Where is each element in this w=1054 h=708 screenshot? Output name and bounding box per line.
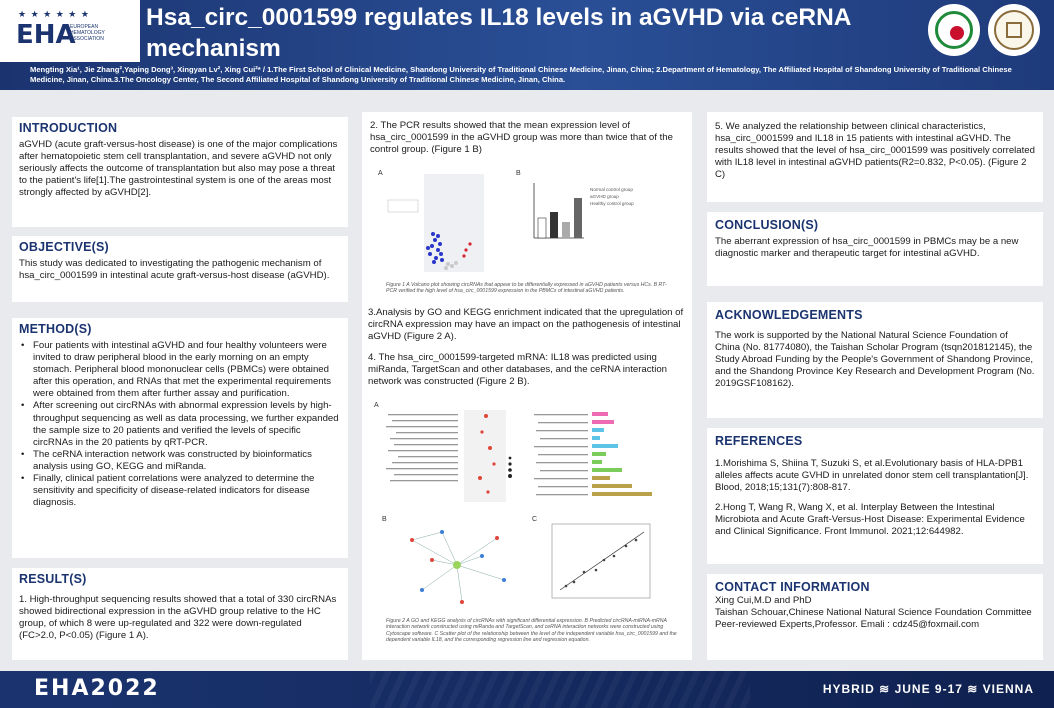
bar-legend-item: aGVHD group	[590, 194, 619, 199]
acknowledgements-section: ACKNOWLEDGEMENTS The work is supported b…	[707, 302, 1043, 418]
method-heading: METHOD(S)	[19, 322, 92, 336]
volcano-plot	[387, 174, 484, 272]
figure-2-caption: Figure 2 A GO and KEGG analysis of circR…	[386, 618, 677, 644]
authors-affiliations: Mengting Xia¹, Jie Zhang²,Yaping Dong³, …	[30, 65, 1012, 84]
method-item: After screening out circRNAs with abnorm…	[19, 400, 341, 448]
acknowledgements-text: The work is supported by the National Na…	[715, 330, 1035, 390]
correlation-scatter	[551, 523, 651, 599]
result-heading: RESULT(S)	[19, 572, 87, 586]
references-heading: REFERENCES	[715, 434, 803, 448]
result-5-text: 5. We analyzed the relationship between …	[715, 121, 1035, 181]
hospital-logo-icon	[928, 4, 980, 56]
go-dot-plot	[386, 410, 512, 502]
poster-footer: EHA2022 HYBRID ≋ JUNE 9-17 ≋ VIENNA	[0, 671, 1054, 708]
figure-1-caption: Figure 1 A Volcano plot showing circRNAs…	[386, 282, 667, 295]
eha-logo: EHA	[16, 20, 76, 50]
method-item: Finally, clinical patient correlations w…	[19, 473, 341, 509]
objective-section: OBJECTIVE(S) This study was dedicated to…	[12, 236, 348, 302]
method-item: The ceRNA interaction network was constr…	[19, 449, 341, 473]
poster-header: ★ ★ ★ ★ ★ ★ EHA EUROPEAN HEMATOLOGY ASSO…	[0, 0, 1054, 90]
eha-stars: ★ ★ ★ ★ ★ ★	[18, 9, 90, 19]
pcr-bar-chart	[533, 183, 584, 239]
eha-logo-subtitle: EUROPEAN HEMATOLOGY ASSOCIATION	[70, 24, 105, 42]
footer-congress-name: EHA2022	[34, 676, 160, 701]
bar-legend-item: Healthy control group	[590, 201, 634, 206]
figure-1a-label: A	[378, 170, 383, 177]
middle-column: 2. The PCR results showed that the mean …	[362, 112, 692, 660]
kegg-bar-plot	[534, 412, 652, 496]
eha-logo-box: ★ ★ ★ ★ ★ ★ EHA EUROPEAN HEMATOLOGY ASSO…	[0, 0, 140, 62]
reference-1: 1.Morishima S, Shiina T, Suzuki S, et al…	[715, 458, 1029, 494]
reference-2: 2.Hong T, Wang R, Wang X, et al. Interpl…	[715, 502, 1025, 538]
figure-2a-label: A	[374, 402, 379, 409]
method-item: Four patients with intestinal aGVHD and …	[19, 340, 341, 400]
acknowledgements-heading: ACKNOWLEDGEMENTS	[715, 308, 863, 322]
bar-legend: Normal control group aGVHD group Healthy…	[590, 186, 634, 207]
intro-text: aGVHD (acute graft-versus-host disease) …	[19, 139, 338, 199]
conclusion-section: CONCLUSION(S) The aberrant expression of…	[707, 212, 1043, 286]
intro-heading: INTRODUCTION	[19, 121, 118, 135]
figure-2: A	[372, 398, 682, 614]
figure-1: A B Normal co	[376, 168, 676, 286]
conclusion-text: The aberrant expression of hsa_circ_0001…	[715, 236, 1019, 260]
bar-legend-item: Normal control group	[590, 187, 633, 192]
figure-1b-label: B	[516, 170, 521, 177]
method-section: METHOD(S) Four patients with intestinal …	[12, 318, 348, 558]
references-section: REFERENCES 1.Morishima S, Shiina T, Suzu…	[707, 428, 1043, 564]
result-5-section: 5. We analyzed the relationship between …	[707, 112, 1043, 202]
figure-2b-label: B	[382, 516, 387, 523]
objective-text: This study was dedicated to investigatin…	[19, 258, 330, 282]
method-list: Four patients with intestinal aGVHD and …	[19, 340, 341, 509]
result-text: 1. High-throughput sequencing results sh…	[19, 594, 337, 642]
result-2-text: 2. The PCR results showed that the mean …	[370, 120, 673, 156]
figure-2c-label: C	[532, 516, 538, 523]
contact-line: Xing Cui,M.D and PhD	[715, 595, 812, 606]
footer-decoration	[370, 671, 750, 708]
result-3-text: 3.Analysis by GO and KEGG enrichment ind…	[368, 307, 684, 343]
contact-heading: CONTACT INFORMATION	[715, 580, 870, 594]
result-section: RESULT(S) 1. High-throughput sequencing …	[12, 568, 348, 660]
contact-section: CONTACT INFORMATION Xing Cui,M.D and PhD…	[707, 574, 1043, 660]
university-seal-icon	[988, 4, 1040, 56]
cerna-network	[410, 530, 506, 604]
intro-section: INTRODUCTION aGVHD (acute graft-versus-h…	[12, 117, 348, 227]
conclusion-heading: CONCLUSION(S)	[715, 218, 819, 232]
contact-line: Taishan Schouar,Chinese National Natural…	[715, 607, 1032, 619]
result-4-text: 4. The hsa_circ_0001599-targeted mRNA: I…	[368, 352, 668, 388]
contact-line: Peer-reviewed Experts,Professor. Emali :…	[715, 619, 980, 631]
poster-title: Hsa_circ_0001599 regulates IL18 levels i…	[146, 4, 851, 62]
objective-heading: OBJECTIVE(S)	[19, 240, 109, 254]
footer-congress-info: HYBRID ≋ JUNE 9-17 ≋ VIENNA	[822, 682, 1034, 696]
